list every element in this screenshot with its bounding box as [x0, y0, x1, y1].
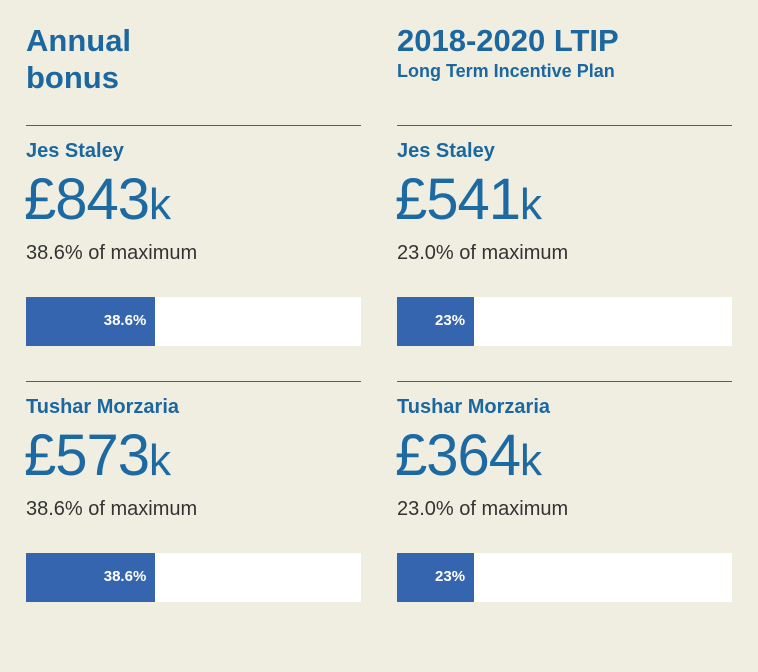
divider [26, 381, 361, 382]
bonus-block-staley: Jes Staley £843k 38.6% of maximum 38.6% [24, 125, 361, 355]
ltip-title: 2018-2020 LTIP [397, 23, 619, 58]
annual-bonus-column: Annual bonus Jes Staley £843k 38.6% of ma… [24, 0, 361, 672]
annual-bonus-title: Annual bonus [26, 23, 132, 95]
person-name: Tushar Morzaria [26, 396, 179, 418]
bar-fill: 38.6% [26, 553, 156, 602]
ltip-subtitle: Long Term Incentive Plan [397, 61, 615, 81]
amount: £541k [395, 167, 542, 232]
progress-bar: 23% [397, 297, 732, 346]
percent-of-maximum: 38.6% of maximum [26, 498, 198, 520]
ltip-block-morzaria: Tushar Morzaria £364k 23.0% of maximum 2… [395, 381, 732, 611]
ltip-block-staley: Jes Staley £541k 23.0% of maximum 23% [395, 125, 732, 355]
progress-bar: 38.6% [26, 297, 361, 346]
percent-of-maximum: 38.6% of maximum [26, 242, 198, 264]
amount: £843k [24, 167, 171, 232]
bar-fill: 23% [397, 553, 475, 602]
person-name: Tushar Morzaria [397, 396, 550, 418]
person-name: Jes Staley [397, 140, 495, 162]
amount: £364k [395, 423, 542, 488]
progress-bar: 23% [397, 553, 732, 602]
bar-label: 38.6% [103, 312, 147, 329]
divider [397, 125, 732, 126]
bar-label: 23% [435, 312, 466, 329]
divider [26, 125, 361, 126]
bar-label: 23% [435, 568, 466, 585]
person-name: Jes Staley [26, 140, 124, 162]
ltip-column: 2018-2020 LTIP Long Term Incentive Plan … [395, 0, 732, 672]
percent-of-maximum: 23.0% of maximum [397, 242, 569, 264]
bar-fill: 23% [397, 297, 475, 346]
divider [397, 381, 732, 382]
progress-bar: 38.6% [26, 553, 361, 602]
percent-of-maximum: 23.0% of maximum [397, 498, 569, 520]
bar-fill: 38.6% [26, 297, 156, 346]
bar-label: 38.6% [103, 568, 147, 585]
bonus-block-morzaria: Tushar Morzaria £573k 38.6% of maximum 3… [24, 381, 361, 611]
amount: £573k [24, 423, 171, 488]
